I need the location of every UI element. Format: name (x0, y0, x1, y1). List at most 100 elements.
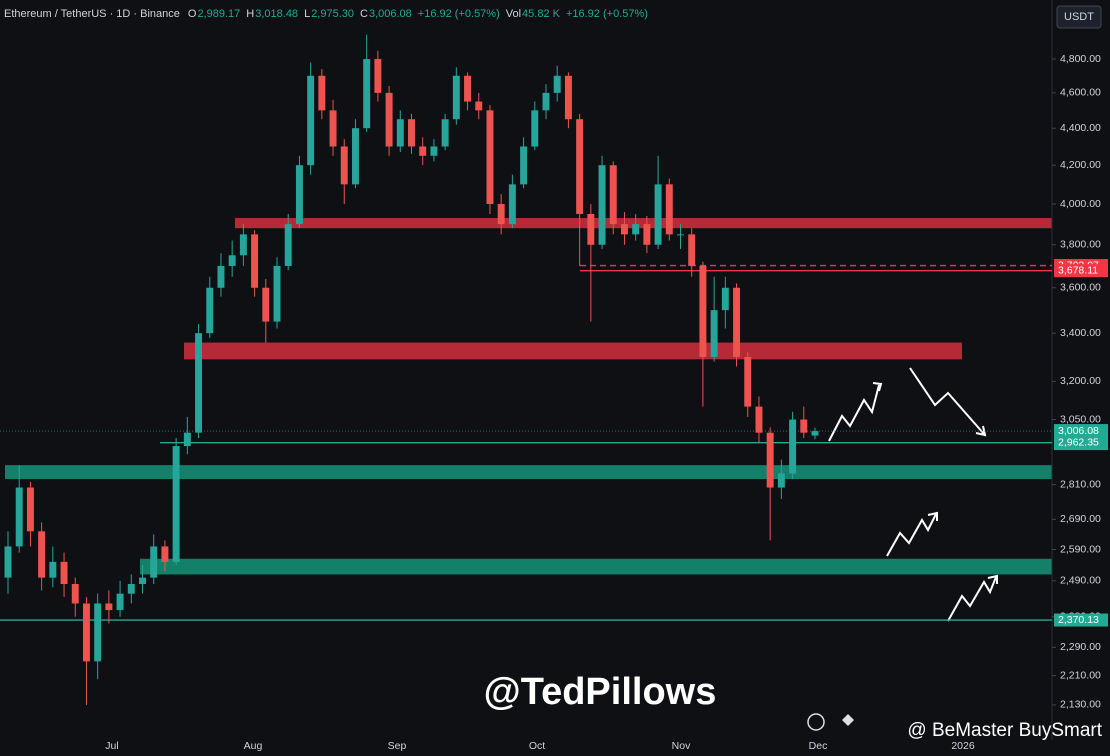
zone (235, 218, 1052, 229)
candle-body (598, 165, 606, 245)
y-tick-label: 2,590.00 (1060, 543, 1101, 555)
header: Ethereum / TetherUS · 1D · Binance O 2,98… (4, 8, 648, 20)
y-tick-label: 4,400.00 (1060, 122, 1101, 134)
price-label-box (1054, 613, 1108, 627)
candle-body (665, 184, 673, 235)
x-tick-label: Jul (105, 740, 118, 752)
header-token: +16.92 (+0.57%) (566, 8, 648, 20)
candle-body (609, 165, 617, 225)
candle-body (116, 593, 124, 611)
candle-body (385, 92, 393, 147)
candle-body (643, 224, 651, 245)
candle-body (475, 101, 483, 111)
watermark: @TedPillows (484, 671, 717, 713)
zone (140, 558, 1052, 575)
symbol: Ethereum / TetherUS · 1D · Binance (4, 8, 180, 20)
y-tick-label: 2,690.00 (1060, 513, 1101, 525)
header-token: H (246, 8, 254, 20)
candle-body (452, 75, 460, 120)
price-label: 3,006.08 (1058, 425, 1099, 437)
candle-body (497, 203, 505, 225)
candle-body (195, 333, 203, 433)
candle-body (576, 119, 584, 214)
candle-body (340, 146, 348, 185)
header-token: 2,975.30 (311, 8, 354, 20)
candle-body (284, 224, 292, 266)
candle-body (105, 603, 113, 611)
candle-body (419, 146, 427, 156)
candle-body (677, 234, 684, 236)
y-tick-label: 3,400.00 (1060, 327, 1101, 339)
candle-body (464, 75, 472, 102)
credit-icon (807, 713, 825, 731)
header-token: 45.82 K (522, 8, 561, 20)
price-label: 2,962.35 (1058, 437, 1099, 449)
candle-body (94, 603, 102, 662)
candle-body (777, 473, 785, 488)
currency-box[interactable] (1056, 5, 1102, 29)
candle-body (699, 265, 707, 357)
candle-body (688, 234, 696, 266)
currency: USDT (1064, 11, 1094, 23)
header-token: 3,006.08 (369, 8, 412, 20)
candle-body (553, 75, 561, 93)
candle-body (329, 110, 337, 147)
credit-logo (842, 714, 854, 726)
candle-body (520, 146, 528, 185)
candle-body (127, 584, 135, 594)
y-tick-label: 3,600.00 (1060, 282, 1101, 294)
arrow-up (886, 513, 937, 557)
candle-body (150, 546, 158, 578)
candle-body (587, 213, 595, 245)
candle-body (654, 184, 662, 245)
candle-body (38, 531, 46, 578)
arrow-head (872, 382, 883, 392)
price-label: 2,370.13 (1058, 614, 1099, 626)
price-label: 3,678.11 (1058, 264, 1098, 276)
candle-body (60, 561, 68, 585)
candle-body (15, 487, 23, 547)
candle-body (161, 546, 169, 562)
candle-body (251, 234, 259, 288)
zone (184, 342, 962, 360)
x-tick-label: 2026 (951, 740, 975, 752)
x-tick-label: Nov (672, 740, 691, 752)
y-tick-label: 2,210.00 (1060, 669, 1101, 681)
y-tick-label: 4,200.00 (1060, 159, 1101, 171)
y-tick-label: 3,050.00 (1060, 413, 1101, 425)
candle-body (632, 224, 640, 235)
arrow-head (927, 511, 938, 521)
candle-body (363, 59, 371, 129)
candle-body (26, 487, 34, 532)
y-tick-label: 2,290.00 (1060, 641, 1101, 653)
y-tick-label: 2,130.00 (1060, 699, 1101, 711)
candle-body (430, 146, 438, 156)
credit: @ BeMaster BuySmart (907, 720, 1102, 741)
candle-body (800, 419, 808, 433)
candle-body (620, 224, 628, 235)
candle-body (71, 584, 79, 604)
candle-body (441, 119, 449, 147)
candle-body (531, 110, 539, 147)
candle-body (307, 75, 315, 166)
candle-body (396, 119, 404, 147)
arrow-head (975, 425, 987, 437)
candle-body (755, 406, 763, 433)
candle-body (262, 287, 270, 322)
candle-body (318, 75, 326, 111)
y-tick-label: 4,800.00 (1060, 53, 1101, 65)
candle-body (766, 432, 774, 488)
candle-body (239, 234, 247, 256)
arrow-up (947, 576, 997, 622)
x-tick-label: Sep (388, 740, 407, 752)
candle-body (744, 356, 752, 407)
y-tick-label: 4,600.00 (1060, 87, 1101, 99)
y-tick-label: 4,000.00 (1060, 198, 1101, 210)
y-tick-label: 3,200.00 (1060, 375, 1101, 387)
candle-body (172, 446, 180, 562)
header-token: C (360, 8, 368, 20)
header-token: O (188, 8, 197, 20)
header-token: 2,989.17 (197, 8, 240, 20)
arrow-up (828, 384, 880, 442)
